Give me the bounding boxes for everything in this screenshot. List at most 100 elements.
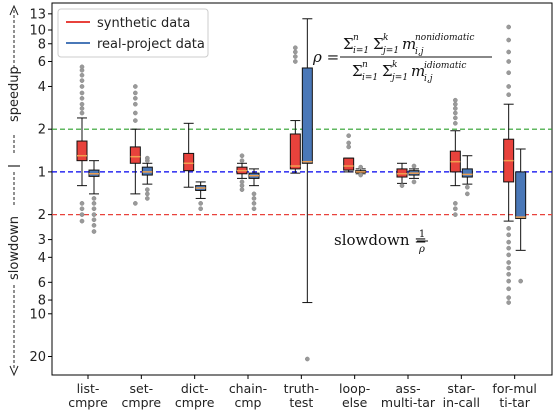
- speedup-arrow-head: [9, 4, 19, 16]
- outlier-point: [239, 179, 245, 185]
- outlier-point: [79, 101, 85, 107]
- outlier-point: [91, 229, 97, 234]
- outlier-point: [91, 206, 97, 212]
- outlier-point: [411, 163, 417, 169]
- y-tick-label: 2: [38, 208, 46, 223]
- x-tick-label: set-: [130, 381, 154, 396]
- box-0-3: [236, 153, 248, 192]
- y-tick-label: 6: [38, 276, 46, 291]
- numer-outer-sum: Σ: [343, 35, 354, 53]
- x-tick-label: test: [289, 395, 313, 410]
- box-1-1: [141, 155, 153, 201]
- outlier-point: [506, 232, 512, 238]
- box-0-5: [343, 133, 355, 173]
- box-iqr: [129, 146, 141, 164]
- rho-lhs: ρ =: [312, 48, 339, 66]
- denom-inner-sum: Σ: [382, 62, 393, 80]
- numer-inner-sum-sup: k: [383, 33, 388, 43]
- outlier-point: [79, 106, 85, 111]
- box-0-0: [76, 64, 88, 224]
- outlier-point: [91, 201, 97, 206]
- outlier-point: [239, 158, 245, 164]
- outlier-point: [79, 110, 85, 116]
- outlier-point: [506, 245, 512, 251]
- box-iqr: [76, 140, 88, 162]
- x-tick-label: cmp: [235, 395, 262, 410]
- outlier-point: [79, 64, 85, 70]
- outlier-point: [506, 300, 512, 305]
- box-0-6: [396, 162, 408, 189]
- numer-m: m: [402, 35, 416, 53]
- outlier-point: [79, 78, 85, 83]
- outlier-point: [411, 179, 417, 185]
- box-0-4: [289, 45, 301, 174]
- box-1-6: [408, 163, 420, 185]
- x-tick-label: list-: [77, 381, 100, 396]
- outlier-point: [292, 49, 298, 55]
- x-tick-label: ti-tar: [499, 395, 530, 410]
- slowdown-arrow-head: [9, 365, 19, 377]
- slowdown-formula: slowdown = 1 ρ: [334, 229, 428, 255]
- outlier-point: [506, 24, 512, 30]
- box-0-7: [449, 97, 461, 217]
- box-iqr: [343, 157, 355, 171]
- outlier-point: [251, 206, 257, 212]
- y-tick-label: 2: [38, 123, 46, 138]
- outlier-point: [358, 172, 364, 178]
- outlier-point: [452, 120, 458, 126]
- outlier-point: [144, 155, 150, 161]
- outlier-point: [358, 164, 364, 170]
- y-tick-label: 1: [38, 165, 46, 180]
- y-tick-label: 8: [38, 37, 46, 52]
- box-iqr: [301, 67, 313, 164]
- denom-outer-sum: Σ: [352, 62, 363, 80]
- numer-m-sup: nonidiomatic: [415, 33, 474, 43]
- box-iqr: [183, 152, 195, 172]
- outlier-point: [506, 260, 512, 265]
- outlier-point: [198, 206, 204, 212]
- outlier-point: [506, 226, 512, 231]
- numer-outer-sum-sub: i=1: [353, 46, 369, 56]
- x-tick-label: in-call: [443, 395, 480, 410]
- outlier-point: [452, 212, 458, 217]
- outlier-point: [346, 144, 352, 150]
- outlier-point: [91, 212, 97, 217]
- outlier-point: [79, 95, 85, 101]
- box-iqr: [141, 166, 153, 176]
- outlier-point: [132, 84, 138, 89]
- legend-frame: [57, 8, 209, 58]
- outlier-point: [198, 201, 204, 206]
- outlier-point: [452, 206, 458, 212]
- legend-label-synthetic: synthetic data: [97, 16, 190, 31]
- y-tick-label: 4: [38, 251, 46, 266]
- outlier-point: [518, 278, 524, 284]
- outlier-point: [506, 49, 512, 55]
- denom-inner-sum-sub: j=1: [390, 73, 408, 83]
- box-iqr: [461, 168, 473, 178]
- outlier-point: [292, 45, 298, 51]
- box-iqr: [515, 171, 527, 219]
- x-axis-ticks: list-cmpreset-cmpredict-cmprechain-cmptr…: [68, 375, 537, 410]
- outlier-point: [346, 133, 352, 139]
- denom-inner-sum-sup: k: [392, 60, 397, 70]
- outlier-point: [132, 201, 138, 206]
- outlier-point: [506, 265, 512, 271]
- outlier-point: [399, 183, 405, 189]
- box-series: [76, 18, 527, 362]
- outlier-point: [132, 118, 138, 123]
- x-tick-label: ass-: [395, 381, 420, 396]
- outlier-point: [506, 70, 512, 76]
- denom-m: m: [411, 62, 425, 80]
- legend: synthetic data real-project data: [57, 8, 209, 58]
- x-tick-label: cmpre: [68, 395, 108, 410]
- outlier-point: [506, 84, 512, 89]
- y-tick-label: 3: [38, 233, 46, 248]
- y-tick-label: 10: [29, 307, 46, 322]
- outlier-point: [79, 212, 85, 217]
- x-tick-label: chain-: [229, 381, 267, 396]
- outlier-point: [506, 37, 512, 43]
- x-tick-label: truth-: [284, 381, 319, 396]
- slowdown-frac-den: ρ: [418, 244, 425, 255]
